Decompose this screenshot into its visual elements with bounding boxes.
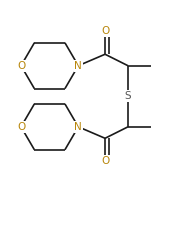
Text: N: N [74, 61, 82, 71]
Text: N: N [74, 122, 82, 132]
Text: O: O [101, 26, 109, 36]
Text: O: O [17, 122, 25, 132]
Text: O: O [101, 156, 109, 166]
Text: O: O [17, 61, 25, 71]
Text: S: S [125, 91, 131, 101]
